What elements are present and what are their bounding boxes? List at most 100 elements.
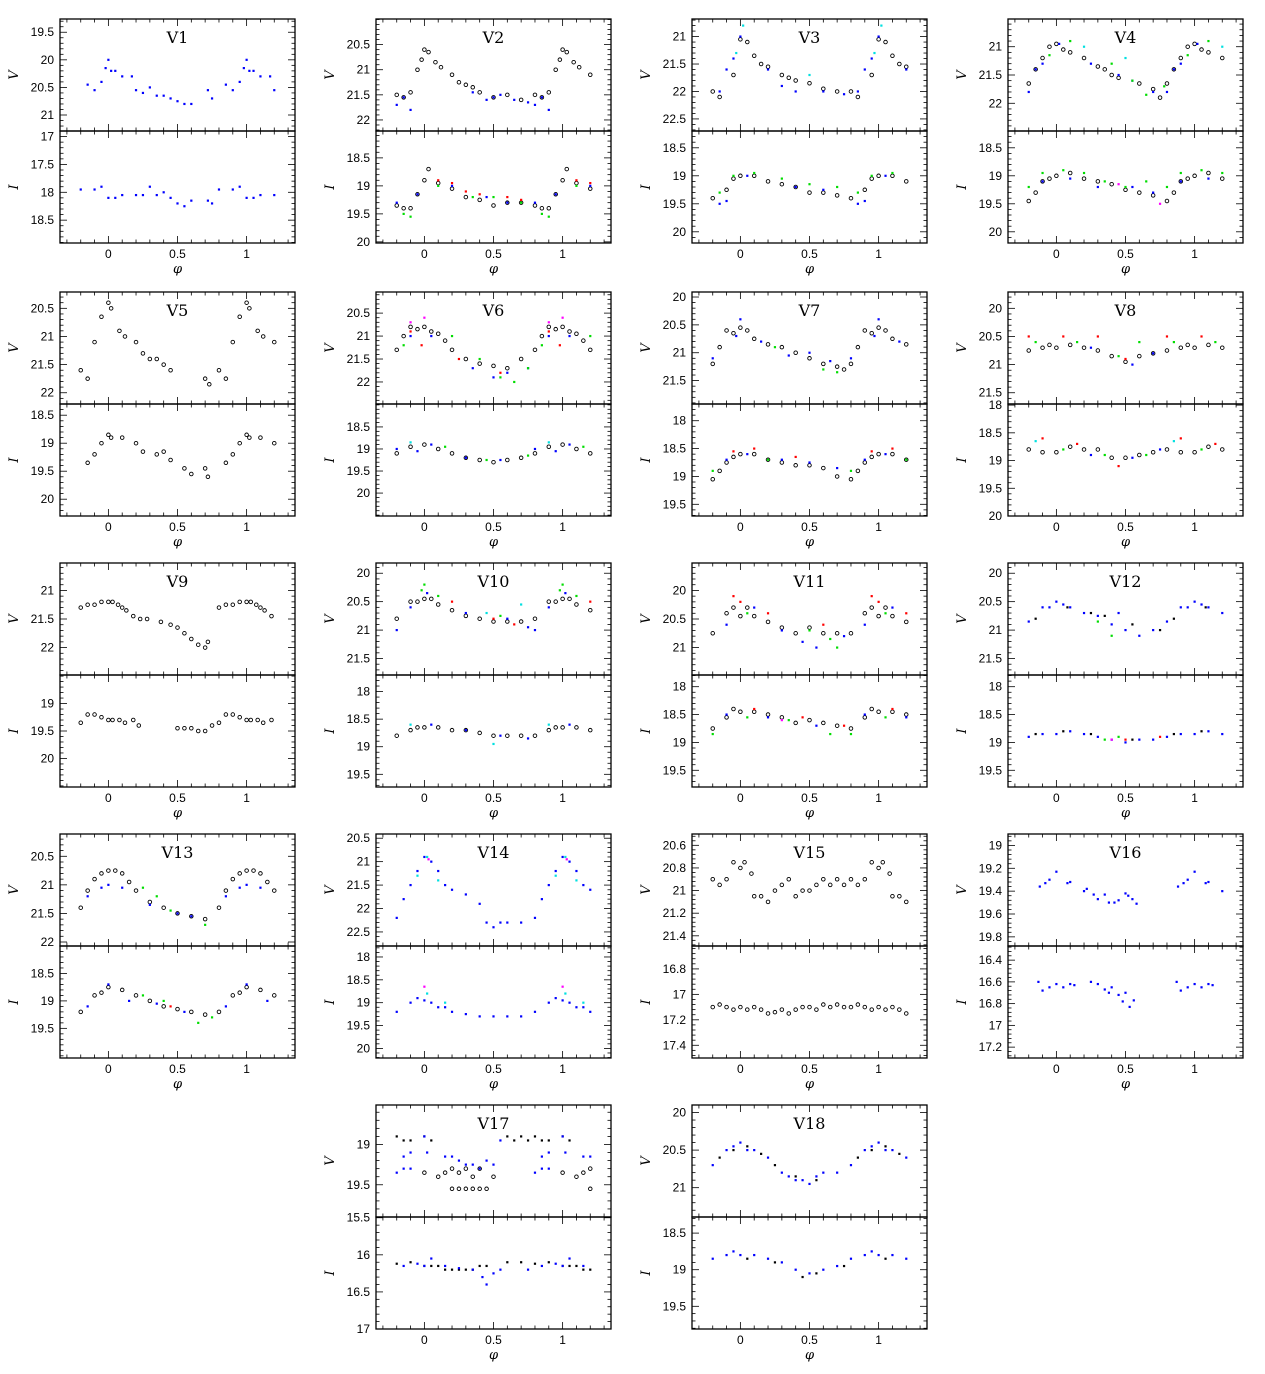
data-point xyxy=(121,193,124,197)
data-point xyxy=(1103,614,1106,617)
data-point xyxy=(561,583,564,586)
data-point xyxy=(464,1163,467,1166)
data-point xyxy=(506,1261,509,1264)
data-point xyxy=(423,985,426,988)
data-point xyxy=(409,723,412,726)
data-point xyxy=(772,1009,778,1015)
data-point xyxy=(1040,55,1045,61)
data-point xyxy=(251,868,256,873)
data-point xyxy=(463,1186,469,1192)
data-point xyxy=(898,1152,901,1155)
data-point xyxy=(766,612,770,615)
data-point xyxy=(1055,732,1058,736)
data-point xyxy=(876,451,881,457)
data-point xyxy=(745,39,750,45)
data-point xyxy=(582,1155,585,1158)
data-point xyxy=(724,715,729,720)
data-point xyxy=(751,1004,757,1010)
data-point xyxy=(210,202,214,205)
data-point xyxy=(582,1006,585,1009)
data-point xyxy=(395,1135,398,1138)
data-point xyxy=(890,709,895,715)
data-point xyxy=(260,334,266,339)
data-point xyxy=(402,898,405,901)
data-point xyxy=(1124,185,1127,189)
data-point xyxy=(1062,986,1065,989)
panel-title: V15 xyxy=(793,843,826,862)
data-point xyxy=(1172,440,1175,443)
data-point xyxy=(588,727,593,733)
y-tick-label: 19 xyxy=(673,1263,687,1277)
y-tick-label: 18 xyxy=(989,398,1003,412)
x-tick-label: 0 xyxy=(737,1062,744,1076)
data-point xyxy=(554,450,557,453)
data-point xyxy=(1062,730,1065,733)
data-point xyxy=(849,1164,853,1167)
data-point xyxy=(1069,880,1072,884)
y-tick-label: 21 xyxy=(989,358,1003,372)
data-point xyxy=(1128,1005,1131,1008)
y-tick-label: 20 xyxy=(357,235,371,249)
data-point xyxy=(402,1139,405,1142)
data-point xyxy=(1040,449,1045,455)
x-tick-label: 1 xyxy=(559,791,566,805)
data-point xyxy=(780,1261,783,1264)
data-point xyxy=(106,868,111,873)
y-tick-label: 21 xyxy=(673,884,687,898)
data-point xyxy=(856,191,859,194)
data-point xyxy=(427,858,430,861)
data-point xyxy=(891,1149,894,1152)
x-tick-label: 0.5 xyxy=(169,520,186,534)
data-point xyxy=(1109,455,1114,461)
y-tick-label: 18.5 xyxy=(31,408,55,422)
data-point xyxy=(1196,42,1199,45)
x-tick-label: 1 xyxy=(875,1333,882,1347)
data-point xyxy=(855,344,861,350)
data-point xyxy=(505,619,510,624)
y-axis-label: V xyxy=(7,884,22,895)
y-tick-label: 19 xyxy=(357,442,371,456)
x-tick-label: 1 xyxy=(559,247,566,261)
y-tick-label: 19.2 xyxy=(979,861,1003,875)
data-point xyxy=(873,334,876,338)
data-point xyxy=(725,1253,728,1257)
y-axis-label: V xyxy=(955,342,970,353)
data-point xyxy=(808,629,811,632)
data-point xyxy=(766,1156,770,1159)
data-point xyxy=(821,190,826,195)
y-tick-label: 18.5 xyxy=(979,708,1003,722)
data-point xyxy=(162,191,165,194)
y-axis-label: V xyxy=(639,69,654,80)
y-axis-label: V xyxy=(323,884,338,895)
y-axis-label: I xyxy=(639,184,654,191)
data-point xyxy=(1026,348,1031,353)
data-point xyxy=(106,300,111,305)
y-tick-label: 22 xyxy=(357,113,371,127)
data-point xyxy=(1220,345,1225,350)
data-point xyxy=(245,883,248,886)
data-point xyxy=(1207,982,1210,986)
data-point xyxy=(794,185,797,189)
y-axis-label: I xyxy=(323,457,338,464)
data-point xyxy=(141,91,145,95)
data-point xyxy=(746,1149,749,1152)
data-point xyxy=(732,174,735,177)
data-point xyxy=(779,72,785,78)
data-point xyxy=(710,1004,715,1010)
data-point xyxy=(834,364,840,369)
data-point xyxy=(402,344,405,347)
data-point xyxy=(108,306,114,311)
data-point xyxy=(244,300,249,305)
data-point xyxy=(190,199,193,202)
data-point xyxy=(869,860,874,865)
data-point xyxy=(821,361,826,367)
y-tick-label: 21.5 xyxy=(979,386,1003,400)
data-point xyxy=(147,899,153,905)
data-point xyxy=(491,733,496,738)
data-point xyxy=(575,179,578,182)
y-tick-label: 17.2 xyxy=(663,1013,687,1027)
data-point xyxy=(836,1264,839,1268)
